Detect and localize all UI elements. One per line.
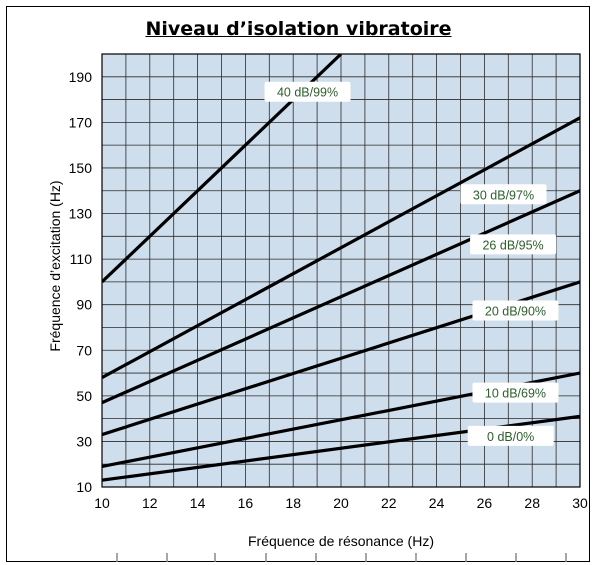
x-tick-label: 10	[94, 495, 110, 511]
x-tick-label: 26	[477, 495, 493, 511]
y-tick-label: 90	[76, 297, 92, 313]
x-tick-label: 22	[381, 495, 397, 511]
chart-title: Niveau d’isolation vibratoire	[145, 18, 452, 40]
y-tick-label: 150	[69, 160, 93, 176]
bottom-marks	[116, 553, 567, 562]
y-axis-ticks: 10 30 50 70 90 110 130 150 170 190	[69, 69, 93, 495]
grid	[101, 53, 581, 488]
series-label: 30 dB/97%	[473, 188, 534, 202]
series-label-bg	[460, 184, 547, 205]
series-label: 40 dB/99%	[277, 86, 338, 100]
series-label-bg	[472, 382, 559, 403]
series-label: 10 dB/69%	[485, 387, 546, 401]
y-tick-label: 170	[69, 114, 93, 130]
y-tick-label: 110	[70, 251, 93, 267]
series-label: 20 dB/90%	[485, 305, 546, 319]
x-tick-label: 14	[190, 495, 206, 511]
series-label: 0 dB/0%	[487, 430, 534, 444]
y-tick-label: 130	[69, 206, 93, 222]
y-tick-label: 70	[76, 342, 92, 358]
series-labels: 40 dB/99% 30 dB/97% 26 dB/95% 20 dB/90% 10 d…	[264, 81, 559, 446]
y-axis-label: Fréquence d’excitation (Hz)	[47, 180, 63, 351]
x-tick-label: 28	[524, 495, 540, 511]
series-label-bg	[264, 81, 351, 102]
x-tick-label: 20	[333, 495, 349, 511]
plot-border	[101, 53, 581, 488]
series-label: 26 dB/95%	[482, 238, 543, 252]
x-tick-label: 12	[142, 495, 158, 511]
series-line	[102, 116, 580, 380]
x-tick-label: 30	[572, 495, 588, 511]
series-line	[102, 189, 580, 405]
y-tick-label: 50	[76, 388, 92, 404]
y-tick-label: 30	[76, 433, 92, 449]
x-axis-label: Fréquence de résonance (Hz)	[248, 533, 434, 549]
x-tick-label: 16	[238, 495, 254, 511]
series-label-bg	[467, 425, 554, 446]
x-axis-ticks: 10 12 14 16 18 20 22 24 26 28 30	[94, 495, 588, 511]
series-label-bg	[472, 300, 559, 321]
x-tick-label: 24	[429, 495, 445, 511]
series-label-bg	[470, 234, 557, 255]
y-tick-label: 10	[76, 479, 92, 495]
x-tick-label: 18	[285, 495, 301, 511]
y-tick-label: 190	[69, 69, 93, 85]
